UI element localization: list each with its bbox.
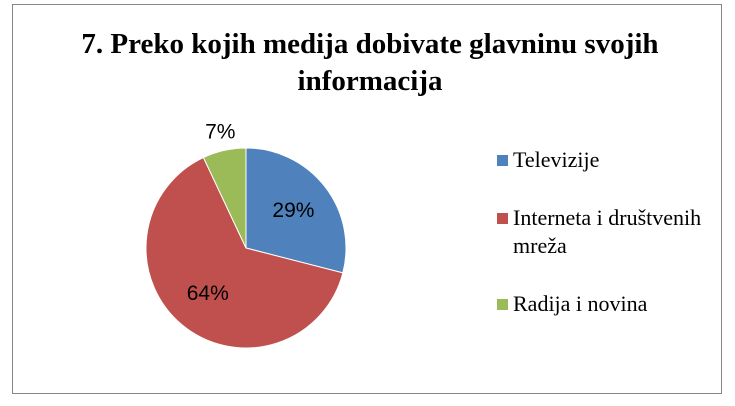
pie-slice — [245, 147, 347, 274]
pie-slice — [145, 156, 344, 349]
legend-swatch — [497, 299, 508, 310]
data-label: 7% — [205, 120, 235, 143]
legend-item: Radija i novina — [497, 290, 712, 318]
legend-swatch — [497, 213, 508, 224]
data-label: 29% — [272, 199, 314, 222]
chart-title: 7. Preko kojih medija dobivate glavninu … — [81, 28, 659, 97]
legend-label: Radija i novina — [513, 291, 648, 316]
legend-label: Interneta i društvenih mreža — [513, 205, 702, 258]
chart-frame — [12, 4, 722, 394]
legend-item: Televizije — [497, 146, 712, 174]
legend-label: Televizije — [513, 147, 600, 172]
legend: Televizije Interneta i društvenih mreža Ra… — [497, 146, 712, 318]
pie-slice — [202, 147, 247, 249]
legend-item: Interneta i društvenih mreža — [497, 204, 712, 260]
legend-swatch — [497, 155, 508, 166]
data-label: 64% — [187, 282, 229, 305]
